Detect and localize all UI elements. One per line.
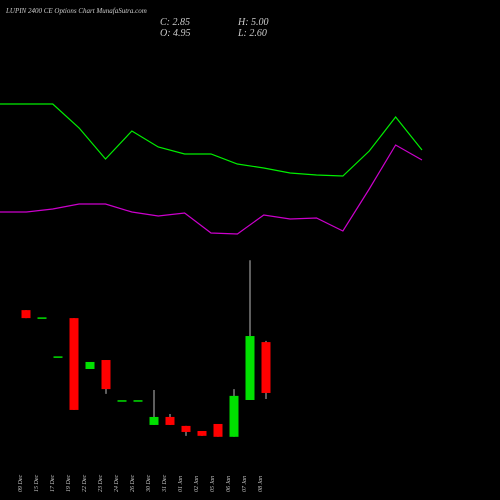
close-summary: C: 2.85 (160, 17, 190, 28)
candle-body (133, 400, 143, 402)
candle-body (245, 336, 255, 400)
candle-body (261, 342, 271, 393)
x-tick-label: 15 Dec (34, 475, 40, 492)
x-tick-label: 24 Dec (113, 475, 120, 492)
low-summary: L: 2.60 (237, 28, 267, 39)
candle-body (165, 416, 175, 425)
candle-body (117, 400, 127, 402)
x-tick-label: 19 Dec (66, 475, 72, 492)
x-tick-label: 22 Dec (82, 475, 88, 492)
x-tick-label: 30 Dec (146, 475, 152, 493)
candle-body (197, 430, 207, 436)
x-tick-label: 05 Jan (210, 476, 216, 492)
x-tick-label: 06 Jan (226, 476, 232, 492)
candle-body (69, 318, 79, 410)
x-tick-label: 09 Dec (18, 475, 24, 492)
chart-title: LUPIN 2400 CE Options Chart MunafaSutra.… (5, 7, 147, 15)
candle-body (85, 361, 95, 369)
candle-body (181, 425, 191, 432)
high-summary: H: 5.00 (237, 17, 269, 28)
indicator-line (0, 103, 423, 177)
x-tick-label: 02 Jan (194, 476, 200, 492)
x-tick-label: 07 Jan (242, 476, 248, 492)
x-tick-label: 31 Dec (162, 475, 168, 493)
x-tick-label: 01 Jan (178, 476, 184, 492)
x-tick-label: 17 Dec (50, 475, 56, 492)
candle-body (101, 360, 111, 390)
candle-body (213, 423, 223, 437)
x-tick-label: 26 Dec (130, 475, 136, 492)
x-tick-label: 08 Jan (258, 476, 264, 492)
candle-body (229, 395, 239, 437)
candle-body (53, 356, 63, 358)
candle-body (21, 310, 31, 319)
candle-body (149, 416, 159, 425)
indicator-line (0, 144, 423, 235)
x-tick-label: 23 Dec (98, 475, 104, 492)
candle-body (37, 317, 47, 319)
open-summary: O: 4.95 (160, 28, 191, 39)
